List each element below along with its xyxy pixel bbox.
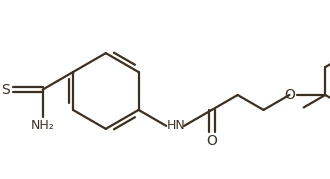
Text: O: O [284, 88, 295, 102]
Text: O: O [206, 134, 217, 148]
Text: S: S [1, 83, 10, 96]
Text: NH₂: NH₂ [31, 119, 55, 132]
Text: HN: HN [167, 119, 186, 132]
